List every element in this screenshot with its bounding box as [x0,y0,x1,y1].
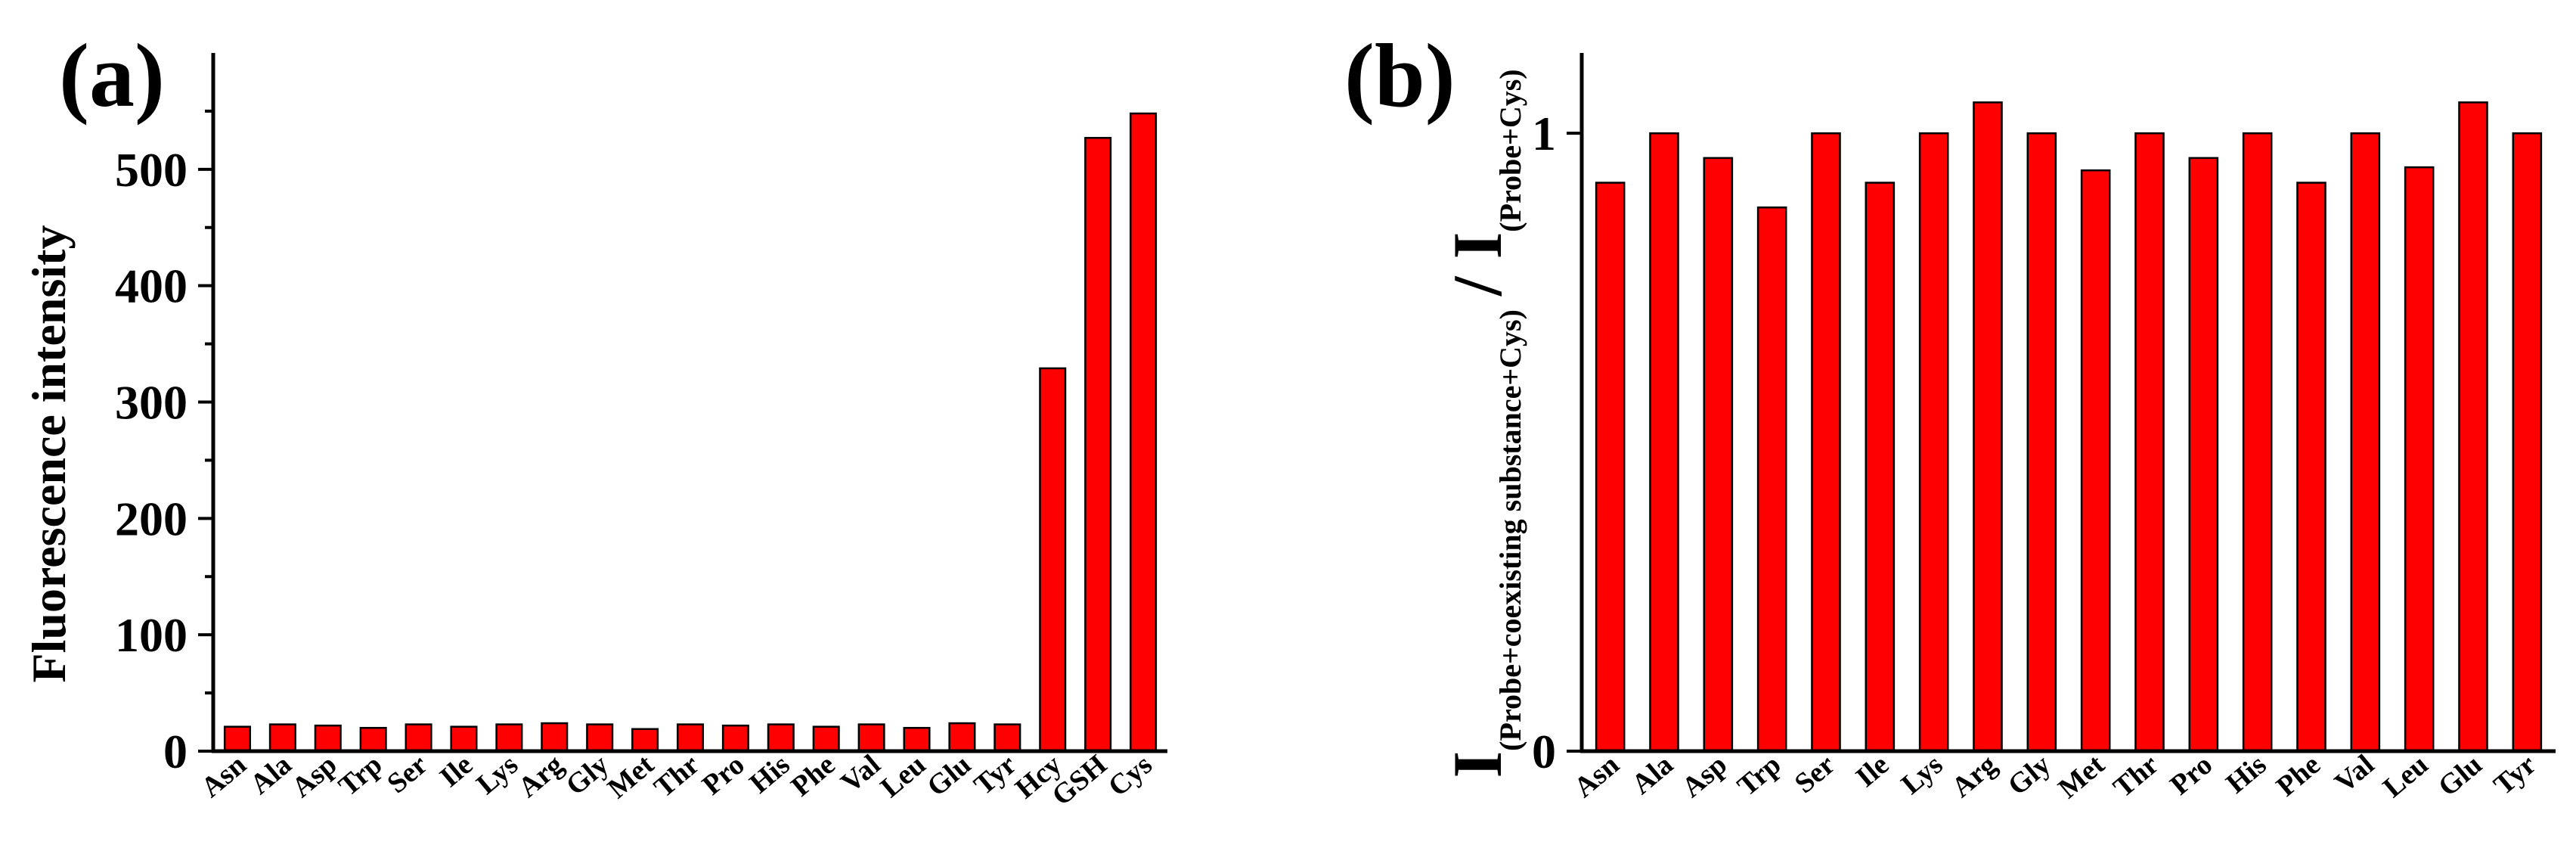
bar-tyr [2512,132,2543,753]
bar-met [2080,169,2111,753]
x-tick-label-lys: Lys [470,749,524,801]
bar-ile [450,725,478,753]
panel-b-ylabel-sub2: (Probe+Cys) [1493,69,1527,231]
bar-leu [2404,166,2435,753]
bar-ala [268,723,296,753]
bar-phe [2296,182,2326,753]
bar-thr [676,723,705,753]
x-tick-label-arg: Arg [1945,749,2002,804]
x-tick-label-ala: Ala [1626,749,1679,801]
panel-b: (b) I(Probe+coexisting substance+Cys) / I… [1344,25,2556,805]
x-tick-label-trp: Trp [1731,749,1787,803]
x-tick-label-gsh: GSH [1046,749,1112,812]
bar-ser [405,723,432,753]
y-tick-label: 0 [1532,725,1556,778]
x-tick-label-met: Met [2052,749,2110,805]
bar-thr [2134,132,2165,753]
bar-cys [1130,112,1158,753]
y-tick-label: 100 [115,608,188,662]
x-tick-label-his: His [2220,749,2272,800]
panel-a: (a) Fluorescence intensity 0 100 200 300 400… [22,25,1167,812]
panel-a-bars [223,112,1158,753]
x-tick-label-pro: Pro [696,749,751,802]
x-tick-label-phe: Phe [2271,749,2326,803]
bar-arg [1973,101,2003,753]
panel-a-label: (a) [59,25,165,126]
x-tick-label-ile: Ile [434,749,479,794]
bar-lys [1918,132,1949,753]
bar-gly [586,723,614,753]
bar-asp [1703,157,1734,753]
bar-ser [1811,132,1841,753]
bar-val [857,723,885,753]
bar-ile [1865,182,1896,753]
bar-arg [541,722,569,753]
x-tick-label-leu: Leu [2377,749,2435,804]
x-tick-label-asn: Asn [1568,749,1626,804]
panel-b-bars [1595,101,2543,753]
x-tick-label-pro: Pro [2164,749,2218,802]
y-tick-label: 0 [163,725,188,778]
x-tick-label-tyr: Tyr [2488,749,2542,802]
y-tick-label: 300 [115,376,188,430]
bar-lys [495,723,523,753]
x-tick-label-ile: Ile [1850,749,1895,794]
x-tick-label-his: His [744,749,796,800]
panel-b-y-axis-label: I(Probe+coexisting substance+Cys) / I(Pro… [1439,69,1527,778]
bar-glu [2458,101,2488,753]
bar-hcy [1039,367,1067,753]
panel-b-ylabel-main: I [1439,751,1516,778]
panel-a-y-axis-label: Fluorescence intensity [22,225,76,683]
x-tick-label-phe: Phe [786,749,842,803]
bar-gsh [1084,137,1112,753]
bar-asp [314,724,342,753]
x-tick-label-ser: Ser [381,749,433,800]
bar-his [767,723,795,753]
bar-tyr [994,723,1021,753]
bar-trp [1756,206,1787,753]
bar-his [2242,132,2273,753]
bar-ala [1649,132,1679,753]
y-tick-label: 1 [1532,107,1556,160]
x-tick-label-val: Val [835,749,886,800]
x-tick-label-glu: Glu [2432,749,2488,803]
x-tick-label-gly: Gly [2002,749,2057,802]
bar-asn [1595,182,1626,753]
bar-glu [948,722,976,753]
y-tick-label: 200 [115,492,188,545]
bar-trp [359,726,387,753]
bar-phe [812,725,840,753]
bar-val [2350,132,2381,753]
bar-leu [903,726,931,753]
y-tick-label: 400 [115,259,188,313]
x-tick-label-thr: Thr [2107,749,2165,804]
y-tick-label: 500 [115,143,188,197]
panel-a-y-ticks: 0 100 200 300 400 500 [115,109,213,778]
x-tick-label-ala: Ala [244,749,298,801]
x-tick-label-gly: Gly [560,749,615,802]
bar-asn [223,725,251,753]
x-tick-label-lys: Lys [1896,749,1949,801]
x-tick-label-tyr: Tyr [968,749,1022,802]
bar-gly [2026,132,2057,753]
panel-b-ylabel-slash: / I [1439,232,1516,297]
bar-pro [2188,157,2219,753]
x-tick-label-val: Val [2329,749,2380,800]
panel-b-label: (b) [1344,25,1455,126]
x-tick-label-asp: Asp [1676,749,1734,804]
panel-b-y-ticks: 01 [1532,107,1582,778]
x-tick-label-trp: Trp [333,749,388,803]
x-tick-label-ser: Ser [1789,749,1841,800]
bar-met [631,728,659,753]
panel-b-ylabel-sub1: (Probe+coexisting substance+Cys) [1493,309,1527,751]
bar-pro [721,724,749,753]
x-tick-label-cys: Cys [1102,749,1158,803]
